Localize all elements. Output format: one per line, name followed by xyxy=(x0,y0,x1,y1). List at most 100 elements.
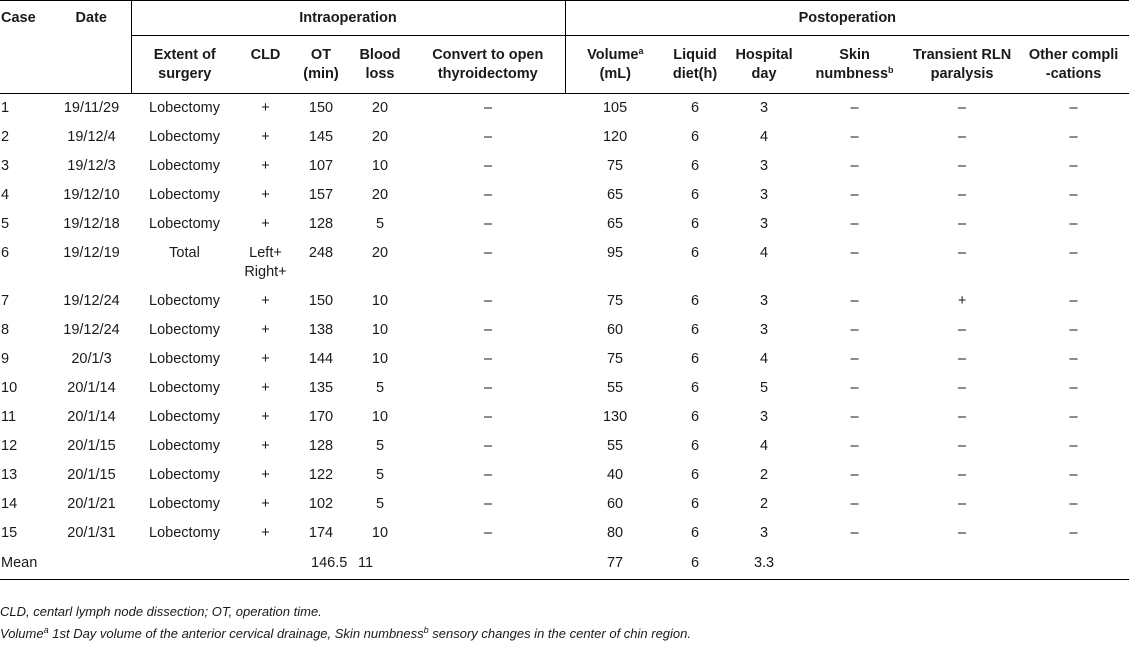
cell-convert: – xyxy=(483,129,493,145)
cell-volume: 95 xyxy=(606,245,624,261)
table-row: 2 19/12/4 Lobectomy +145 20 – 120 6 4 – – – xyxy=(0,123,1129,152)
cell-cld: + xyxy=(261,158,270,174)
cell-skin: – xyxy=(850,293,859,309)
cell-liquid: 6 xyxy=(691,322,700,338)
cell-other: – xyxy=(1069,129,1078,145)
cell-hospital: 4 xyxy=(760,245,769,261)
cell-skin: – xyxy=(850,187,859,203)
cell-case: 9 xyxy=(1,351,10,367)
cell-date: 19/12/10 xyxy=(63,187,120,203)
cell-convert: – xyxy=(483,380,493,396)
cell-liquid: 6 xyxy=(691,158,700,174)
cell-other: – xyxy=(1069,409,1078,425)
cell-volume: 75 xyxy=(606,351,624,367)
cell-other: – xyxy=(1069,322,1078,338)
cell-blood: 5 xyxy=(375,216,385,232)
cell-date: 20/1/31 xyxy=(67,525,116,541)
cell-liquid: 6 xyxy=(691,467,700,483)
table-footnotes: CLD, centarl lymph node dissection; OT, … xyxy=(0,601,691,645)
cell-date: 19/12/24 xyxy=(63,322,120,338)
cell-cld: + xyxy=(261,293,270,309)
cell-extent: Total xyxy=(169,245,200,261)
cell-blood: 5 xyxy=(375,380,385,396)
cell-cld: + xyxy=(261,467,270,483)
cell-liquid: 6 xyxy=(691,293,700,309)
cell-liquid: 6 xyxy=(691,245,700,261)
header-extent: Extent of surgery xyxy=(130,35,238,94)
cell-hospital: 2 xyxy=(760,496,769,512)
cell-hospital: 4 xyxy=(760,438,769,454)
cell-date: 20/1/3 xyxy=(71,351,112,367)
cell-cld: + xyxy=(261,322,270,338)
cell-cld: Left+ Right+ xyxy=(244,245,287,280)
cell-hospital: 4 xyxy=(760,351,769,367)
header-blood-loss: Blood loss xyxy=(349,35,411,94)
cell-cld: + xyxy=(261,438,270,454)
cell-convert: – xyxy=(483,525,493,541)
cell-date: 19/12/18 xyxy=(63,216,120,232)
cell-other: – xyxy=(1069,496,1078,512)
cell-skin: – xyxy=(850,496,859,512)
table-row: 3 19/12/3 Lobectomy +107 10 – 75 6 3 – – – xyxy=(0,152,1129,181)
cell-extent: Lobectomy xyxy=(149,351,220,367)
cell-rln: – xyxy=(958,129,967,145)
cell-skin: – xyxy=(850,351,859,367)
cell-convert: – xyxy=(483,293,493,309)
cell-ot: 248 xyxy=(308,245,334,261)
cell-convert: – xyxy=(483,187,493,203)
cell-skin: – xyxy=(850,216,859,232)
cell-cld: + xyxy=(261,129,270,145)
cell-skin: – xyxy=(850,129,859,145)
cell-extent: Lobectomy xyxy=(149,525,220,541)
cell-liquid: 6 xyxy=(691,129,700,145)
cell-rln: – xyxy=(958,409,967,425)
table-row: 14 20/1/21 Lobectomy +102 5 – 60 6 2 – – – xyxy=(0,490,1129,519)
cell-hospital: 3 xyxy=(760,293,769,309)
cell-rln: – xyxy=(958,438,967,454)
cell-rln: + xyxy=(957,293,967,309)
cell-volume: 55 xyxy=(606,438,624,454)
cell-skin: – xyxy=(850,409,859,425)
cell-ot: 170 xyxy=(308,409,334,425)
cell-other: – xyxy=(1069,245,1078,261)
cell-hospital: 5 xyxy=(760,380,769,396)
table-row: 5 19/12/18 Lobectomy +128 5 – 65 6 3 – – – xyxy=(0,210,1129,239)
table-row: 11 20/1/14 Lobectomy +170 10 – 130 6 3 – – – xyxy=(0,403,1129,432)
cell-case: 1 xyxy=(1,100,10,116)
header-other-complications: Other compli -cations xyxy=(1018,35,1129,94)
cell-volume: 75 xyxy=(606,293,624,309)
cell-liquid: 6 xyxy=(691,216,700,232)
cell-rln: – xyxy=(958,322,967,338)
cell-volume: 75 xyxy=(606,158,624,174)
mean-volume: 77 xyxy=(565,548,666,580)
cell-other: – xyxy=(1069,351,1078,367)
cell-hospital: 4 xyxy=(760,129,769,145)
cell-skin: – xyxy=(850,100,859,116)
cell-ot: 128 xyxy=(308,216,334,232)
cell-case: 10 xyxy=(1,380,18,396)
cell-skin: – xyxy=(850,380,859,396)
header-liquid-diet: Liquid diet(h) xyxy=(665,35,726,94)
cell-volume: 65 xyxy=(606,216,624,232)
cell-skin: – xyxy=(850,245,859,261)
header-skin-numbness: Skin numbnessb xyxy=(803,35,907,94)
mean-liquid: 6 xyxy=(665,548,726,580)
cell-skin: – xyxy=(850,467,859,483)
cell-rln: – xyxy=(958,467,967,483)
table-row: 10 20/1/14 Lobectomy +135 5 – 55 6 5 – – – xyxy=(0,374,1129,403)
footnote-definitions: Volumea 1st Day volume of the anterior c… xyxy=(0,625,691,642)
cell-skin: – xyxy=(850,525,859,541)
cell-extent: Lobectomy xyxy=(149,496,220,512)
cell-ot: 144 xyxy=(308,351,334,367)
cell-case: 14 xyxy=(1,496,18,512)
cell-convert: – xyxy=(483,438,493,454)
table-row: 15 20/1/31 Lobectomy +174 10 – 80 6 3 – – – xyxy=(0,519,1129,548)
cell-rln: – xyxy=(958,496,967,512)
cell-rln: – xyxy=(958,100,967,116)
cell-volume: 65 xyxy=(606,187,624,203)
cell-ot: 150 xyxy=(308,293,334,309)
cell-date: 20/1/14 xyxy=(67,380,116,396)
cell-blood: 5 xyxy=(375,438,385,454)
footnote-abbreviations: CLD, centarl lymph node dissection; OT, … xyxy=(0,604,322,619)
cell-liquid: 6 xyxy=(691,409,700,425)
